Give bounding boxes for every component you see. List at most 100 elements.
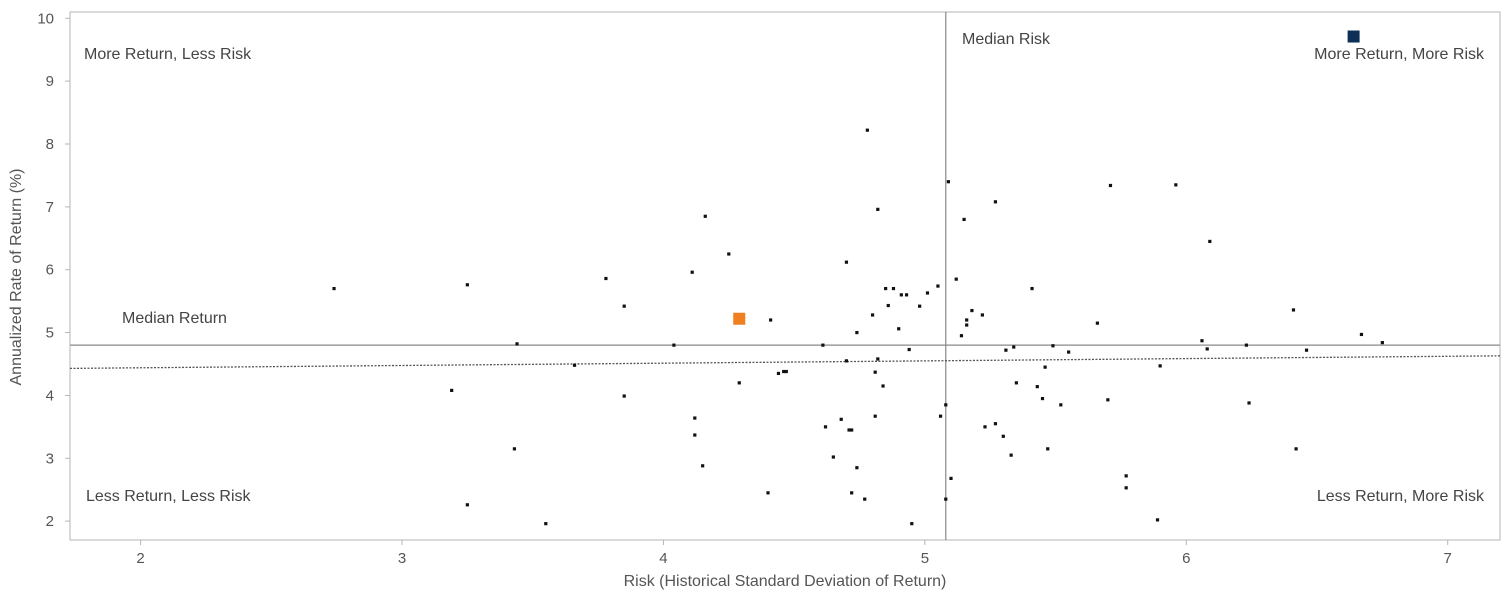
axis-ticks: 2 3 4 5 6 7 2 3 4 5 6 7 8 9 10 xyxy=(37,10,1452,567)
data-point xyxy=(1012,345,1016,349)
y-tick-label: 10 xyxy=(37,10,54,27)
data-point xyxy=(1124,474,1128,478)
data-point xyxy=(850,428,854,432)
data-point xyxy=(544,522,548,526)
data-point xyxy=(918,304,922,308)
data-point xyxy=(855,466,859,470)
data-point xyxy=(881,384,885,388)
data-point xyxy=(884,286,888,291)
data-point xyxy=(622,304,626,308)
data-point xyxy=(983,425,987,429)
data-point xyxy=(959,334,964,338)
data-point xyxy=(622,394,626,398)
data-point xyxy=(1051,344,1055,348)
x-tick-label: 4 xyxy=(659,550,667,567)
data-point xyxy=(572,363,577,367)
y-tick-label: 4 xyxy=(46,387,54,404)
data-point xyxy=(727,252,731,256)
data-point xyxy=(693,416,697,420)
data-point xyxy=(512,447,517,451)
data-point xyxy=(870,313,875,317)
data-point xyxy=(1200,339,1204,343)
data-point xyxy=(701,464,705,468)
data-point xyxy=(672,343,676,347)
data-point xyxy=(844,359,849,363)
data-point xyxy=(1030,286,1034,291)
x-tick-label: 6 xyxy=(1182,550,1190,567)
data-point xyxy=(1001,434,1005,438)
y-tick-label: 8 xyxy=(46,136,54,153)
data-point xyxy=(1059,403,1063,407)
data-point xyxy=(970,308,974,313)
plot-frame xyxy=(69,11,1501,541)
quadrant-label-bottom-right: Less Return, More Risk xyxy=(1317,488,1485,505)
data-point xyxy=(1106,398,1110,402)
data-point xyxy=(847,428,851,432)
y-tick-label: 7 xyxy=(46,199,54,216)
data-point xyxy=(899,293,903,297)
data-point xyxy=(962,217,966,222)
data-point xyxy=(904,293,909,297)
y-tick-label: 5 xyxy=(46,325,54,342)
data-point xyxy=(844,260,849,264)
data-point xyxy=(604,276,608,281)
data-point xyxy=(965,323,969,327)
data-point xyxy=(1380,341,1384,345)
data-point xyxy=(1046,447,1050,451)
data-point xyxy=(821,343,825,347)
data-point xyxy=(465,503,469,507)
data-point xyxy=(1095,321,1100,325)
data-point xyxy=(1124,486,1128,490)
data-point xyxy=(1009,453,1013,457)
data-point xyxy=(831,455,835,459)
data-point xyxy=(1067,350,1071,354)
data-point xyxy=(766,491,770,495)
x-tick-label: 3 xyxy=(398,550,406,567)
data-point xyxy=(693,433,697,437)
data-point xyxy=(1304,348,1309,352)
y-axis-title: Annualized Rate of Return (%) xyxy=(8,169,25,386)
data-point xyxy=(980,313,984,317)
data-point xyxy=(886,303,890,308)
median-return-label: Median Return xyxy=(122,310,227,327)
data-point xyxy=(944,403,948,407)
data-point xyxy=(769,318,773,322)
data-point xyxy=(936,284,940,288)
data-point xyxy=(897,327,901,331)
data-point xyxy=(946,180,950,184)
data-point xyxy=(876,357,880,361)
data-point xyxy=(850,491,854,495)
data-point xyxy=(944,497,948,501)
x-tick-label: 5 xyxy=(921,550,929,567)
data-point xyxy=(863,497,867,501)
data-point xyxy=(776,371,781,376)
x-tick-label: 7 xyxy=(1444,550,1452,567)
data-point xyxy=(465,283,469,287)
data-points xyxy=(332,128,1384,526)
data-point xyxy=(855,330,859,335)
data-point xyxy=(515,342,519,346)
data-point xyxy=(839,417,843,421)
data-point xyxy=(938,414,943,418)
data-point xyxy=(1294,447,1298,451)
data-point xyxy=(873,414,877,418)
data-point xyxy=(703,214,707,218)
data-point xyxy=(965,318,969,322)
data-point xyxy=(1158,364,1162,368)
data-point xyxy=(1208,239,1212,244)
quadrant-label-top-right: More Return, More Risk xyxy=(1314,46,1485,63)
y-tick-label: 2 xyxy=(46,513,54,530)
data-point xyxy=(865,128,869,132)
data-point xyxy=(949,476,953,480)
data-point xyxy=(954,277,958,281)
data-point xyxy=(1359,332,1364,337)
x-axis-title: Risk (Historical Standard Deviation of R… xyxy=(624,573,947,590)
data-point xyxy=(1043,365,1047,369)
data-point xyxy=(1205,347,1209,351)
y-tick-label: 6 xyxy=(46,262,54,279)
data-point xyxy=(450,388,454,392)
y-tick-label: 9 xyxy=(46,73,54,90)
data-point xyxy=(891,286,896,291)
x-tick-label: 2 xyxy=(136,550,144,567)
